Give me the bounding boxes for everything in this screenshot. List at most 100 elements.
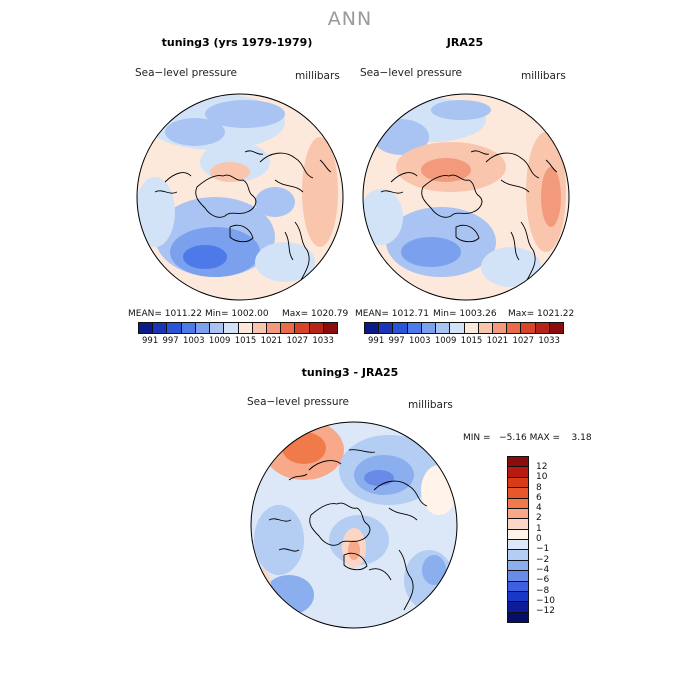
tick-label: 1015 [460,336,483,346]
colorbar-swatch [421,323,437,333]
tick-label: 10 [536,472,548,483]
units-label-diff: millibars [408,399,453,411]
colorbar-model [138,322,338,334]
tick-label: 991 [368,336,385,346]
minmax-stat-diff: MIN = −5.16 MAX = 3.18 [463,433,592,443]
colorbar-swatch [266,323,282,333]
units-label-obs: millibars [521,70,566,82]
tick-label: 1033 [538,336,560,346]
tick-label: 991 [142,336,159,346]
polar-map-diff [250,421,458,629]
panel-title-diff: tuning3 - JRA25 [301,366,399,379]
mean-stat-model: MEAN= 1011.22 [128,309,202,319]
tick-label: 1027 [286,336,309,346]
tick-label: 1015 [234,336,257,346]
colorbar-swatch [393,323,408,333]
max-stat-model: Max= 1020.79 [282,309,349,319]
colorbar-swatch [549,323,564,333]
tick-label: 12 [536,462,548,472]
tick-label: 997 [162,336,179,346]
tick-label: 1033 [312,336,334,346]
colorbar-swatch [210,323,225,333]
max-stat-obs: Max= 1021.22 [508,309,575,319]
colorbar-swatch [521,323,536,333]
tick-label: −12 [536,606,555,617]
tick-label: 0 [536,534,542,545]
colorbar-swatch [508,519,528,530]
variable-label-model: Sea−level pressure [135,67,238,79]
colorbar-swatch [450,323,465,333]
figure-title: ANN [327,8,373,30]
colorbar-swatch [309,323,324,333]
tick-label: 8 [536,482,542,493]
variable-label-diff: Sea−level pressure [247,396,350,408]
colorbar-swatch [535,323,550,333]
colorbar-swatch [139,323,154,333]
colorbar-swatch [508,612,528,622]
tick-label: 1003 [408,336,431,346]
tick-label: 4 [536,503,542,514]
panel-title-obs: JRA25 [446,36,484,49]
colorbar-obs [364,322,564,334]
colorbar-swatch [492,323,508,333]
polar-map-model [136,93,344,301]
colorbar-swatch [238,323,253,333]
colorbar-swatch [181,323,196,333]
colorbar-swatch [365,323,380,333]
colorbar-swatch [508,529,528,540]
min-stat-model: Min= 1002.00 [205,309,269,319]
tick-label: −10 [536,595,555,606]
colorbar-swatch [508,477,528,489]
colorbar-swatch [508,540,528,551]
min-stat-obs: Min= 1003.26 [433,309,497,319]
tick-label: 1021 [486,336,509,346]
colorbar-ticks-obs: 991 997 1003 1009 1015 1021 1027 1033 [368,336,560,346]
colorbar-swatch [507,323,522,333]
colorbar-swatch [508,550,528,561]
tick-label: 1021 [260,336,283,346]
tick-label: 997 [388,336,405,346]
colorbar-swatch [508,488,528,499]
colorbar-diff [507,456,529,623]
colorbar-swatch [508,571,528,582]
colorbar-swatch [508,581,528,592]
polar-map-obs [362,93,570,301]
colorbar-swatch [252,323,267,333]
colorbar-swatch [508,602,528,613]
colorbar-swatch [323,323,338,333]
colorbar-swatch [508,560,528,572]
colorbar-swatch [195,323,211,333]
variable-label-obs: Sea−level pressure [360,67,463,79]
colorbar-ticks-model: 991 997 1003 1009 1015 1021 1027 1033 [142,336,334,346]
colorbar-labels-diff: 12 10 8 6 4 2 1 0 −1 −2 −4 −6 −8 −10 −12 [536,462,555,616]
tick-label: 1003 [182,336,205,346]
tick-label: −2 [536,554,550,565]
colorbar-swatch [281,323,296,333]
tick-label: 1027 [512,336,535,346]
panel-title-model: tuning3 (yrs 1979-1979) [161,36,313,49]
tick-label: −4 [536,564,550,575]
tick-label: 1009 [208,336,231,346]
units-label-model: millibars [295,70,340,82]
mean-stat-obs: MEAN= 1012.71 [355,309,429,319]
colorbar-swatch [508,508,528,520]
colorbar-swatch [167,323,182,333]
colorbar-swatch [224,323,239,333]
tick-label: 1009 [434,336,457,346]
colorbar-swatch [508,457,528,468]
colorbar-swatch [153,323,168,333]
tick-label: 6 [536,492,542,503]
colorbar-swatch [464,323,479,333]
colorbar-swatch [478,323,493,333]
tick-label: −1 [536,544,550,555]
colorbar-swatch [508,467,528,478]
colorbar-swatch [508,498,528,509]
colorbar-swatch [295,323,310,333]
colorbar-swatch [407,323,422,333]
tick-label: 1 [536,523,542,534]
tick-label: −8 [536,585,550,596]
colorbar-swatch [379,323,394,333]
colorbar-swatch [508,591,528,603]
tick-label: 2 [536,513,542,524]
tick-label: −6 [536,575,550,586]
